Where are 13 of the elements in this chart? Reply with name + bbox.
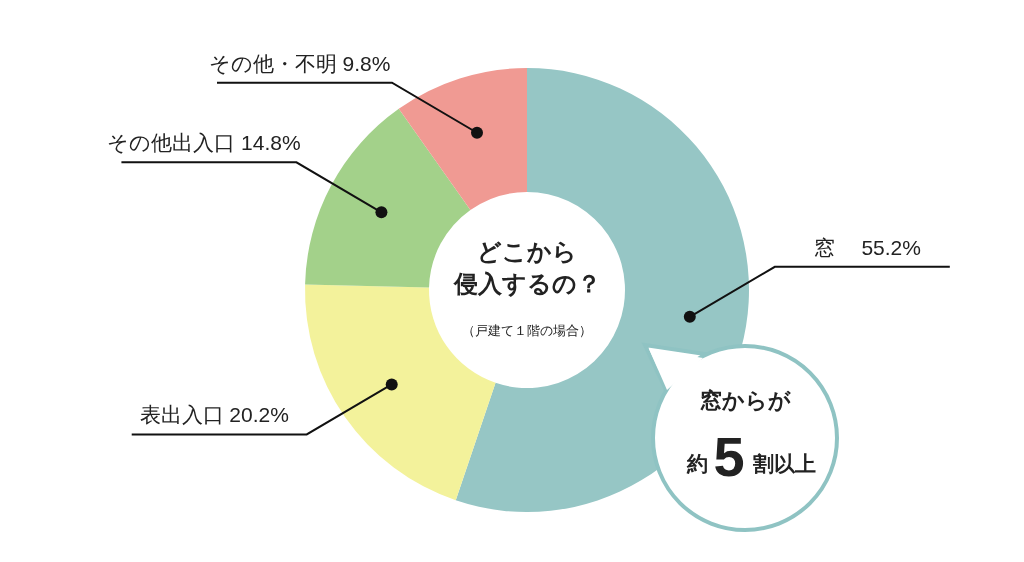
donut-slice — [398, 68, 527, 210]
text: 窓からが — [699, 388, 791, 413]
donut-slice — [455, 68, 749, 512]
text: （戸建て１階の場合） — [462, 323, 592, 338]
slice-label: 窓 55.2% — [813, 235, 921, 259]
slice-label: その他・不明 9.8% — [208, 51, 391, 75]
text: 割以上 — [752, 452, 816, 475]
text: 侵入するの？ — [452, 270, 601, 297]
slice-label: 表出入口 20.2% — [139, 403, 289, 427]
text: 5 — [713, 425, 745, 488]
slice-label: その他出入口 14.8% — [107, 131, 301, 155]
text: どこから — [477, 238, 577, 265]
text: 約 — [685, 452, 708, 475]
